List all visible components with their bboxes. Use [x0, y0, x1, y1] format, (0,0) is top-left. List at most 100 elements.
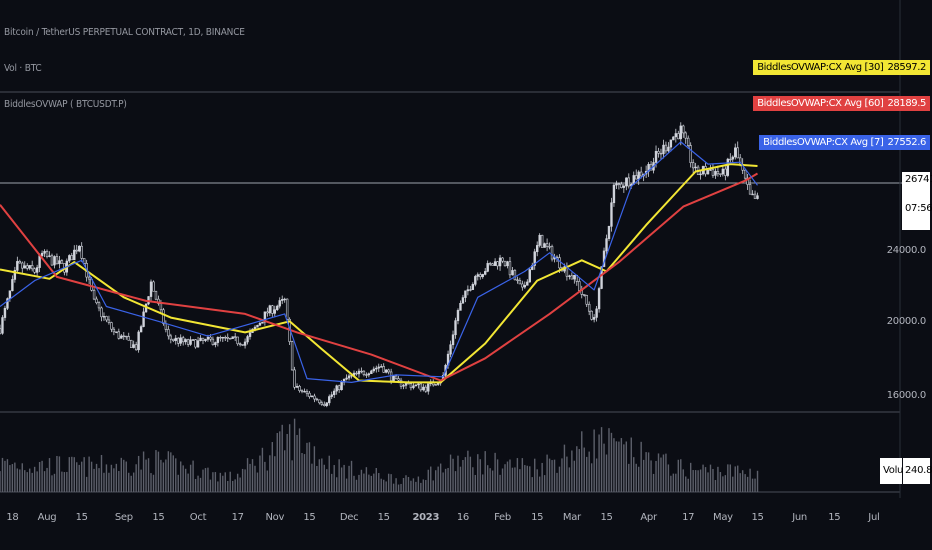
volume-bar: [538, 476, 541, 492]
candle-body: [181, 337, 185, 343]
candle-body: [137, 331, 140, 351]
volume-bar: [108, 472, 110, 492]
candle-body: [92, 289, 96, 300]
volume-bar: [36, 471, 38, 492]
volume-bar: [400, 483, 402, 492]
candle-body: [558, 257, 561, 269]
volume-bar: [249, 463, 251, 492]
volume-bar: [444, 468, 447, 492]
volume-bar: [197, 475, 199, 492]
candle-body: [246, 336, 249, 343]
candle-body: [38, 255, 41, 268]
candle-body: [587, 303, 591, 312]
candle-body: [699, 173, 702, 176]
candle-body: [590, 310, 593, 320]
candle-body: [263, 311, 267, 323]
volume-bar: [266, 470, 269, 492]
indicator-line: [0, 163, 758, 384]
volume-bar: [427, 469, 429, 492]
volume-bar: [308, 442, 311, 492]
countdown-value: 07:56: [905, 203, 932, 214]
candle-body: [328, 396, 331, 404]
volume-bar: [214, 472, 217, 492]
volume-bar: [155, 450, 157, 492]
x-tick-label: May: [713, 512, 733, 523]
x-tick-label: Dec: [339, 512, 359, 523]
volume-bar: [746, 476, 749, 492]
volume-bar: [694, 470, 697, 492]
candle-body: [75, 249, 78, 252]
volume-bar: [177, 474, 179, 492]
volume-bar: [26, 472, 28, 492]
volume-bar: [387, 473, 390, 492]
volume-bar: [316, 465, 318, 492]
volume-bar: [180, 461, 182, 492]
volume-bar: [301, 452, 303, 492]
volume-bar: [333, 465, 335, 492]
x-tick-label: Jun: [792, 512, 807, 523]
volume-bar: [21, 463, 23, 492]
legend-tag-name: BiddlesOVWAP:CX Avg [60]: [757, 98, 884, 109]
volume-bar: [732, 476, 734, 492]
candle-body: [318, 399, 321, 404]
legend-tag-avg-7: BiddlesOVWAP:CX Avg [7] 27552.6: [759, 135, 930, 150]
candle-body: [48, 255, 51, 257]
candle-body: [689, 145, 692, 164]
volume-bar: [165, 459, 167, 492]
volume-bar: [281, 424, 283, 492]
candle-body: [503, 260, 507, 267]
volume-bar: [76, 462, 78, 492]
candle-body: [55, 256, 59, 265]
volume-bar: [14, 462, 16, 492]
candle-body: [303, 390, 306, 393]
volume-bar: [543, 475, 546, 492]
candle-body: [224, 336, 227, 339]
candle-body: [573, 274, 576, 280]
candle-body: [174, 337, 177, 341]
volume-bar: [650, 460, 652, 492]
volume-bar: [588, 451, 590, 492]
candle-body: [711, 169, 715, 176]
volume-bar: [553, 459, 556, 492]
volume-bar: [501, 468, 504, 492]
volume-bar: [546, 454, 548, 492]
ovwap-indicator-title[interactable]: BiddlesOVWAP ( BTCUSDT.P): [4, 99, 127, 110]
volume-bar: [340, 467, 343, 492]
volume-bar: [407, 476, 410, 492]
volume-bar: [581, 431, 583, 492]
candle-body: [464, 290, 467, 298]
candle-body: [115, 331, 118, 333]
volume-bar: [670, 475, 672, 492]
candle-body: [206, 336, 210, 340]
volume-bar: [420, 482, 422, 492]
volume-bar: [623, 444, 625, 492]
volume-bar: [38, 462, 41, 492]
candle-body: [68, 255, 71, 262]
candle-body: [107, 319, 111, 323]
volume-bar: [241, 468, 244, 492]
candle-body: [607, 226, 611, 239]
volume-bar: [504, 464, 506, 492]
volume-bar: [53, 473, 56, 492]
volume-bar: [271, 442, 274, 492]
candle-body: [657, 151, 660, 154]
volume-bar: [452, 458, 454, 492]
volume-bar: [449, 454, 452, 492]
y-tick-label: 20000.0: [886, 316, 927, 327]
volume-bar: [615, 441, 618, 492]
volume-indicator-title[interactable]: Vol · BTC: [4, 63, 42, 74]
volume-bar: [232, 480, 234, 492]
volume-bar: [435, 470, 437, 492]
candle-body: [684, 132, 687, 139]
candle-body: [729, 158, 732, 161]
candle-body: [13, 270, 17, 280]
candle-body: [672, 136, 675, 141]
volume-bar: [16, 468, 19, 492]
candle-body: [3, 307, 7, 318]
volume-bar: [383, 479, 385, 492]
candle-body: [43, 251, 46, 254]
candle-body: [669, 139, 673, 148]
volume-bar: [635, 463, 637, 492]
candle-body: [751, 193, 754, 196]
